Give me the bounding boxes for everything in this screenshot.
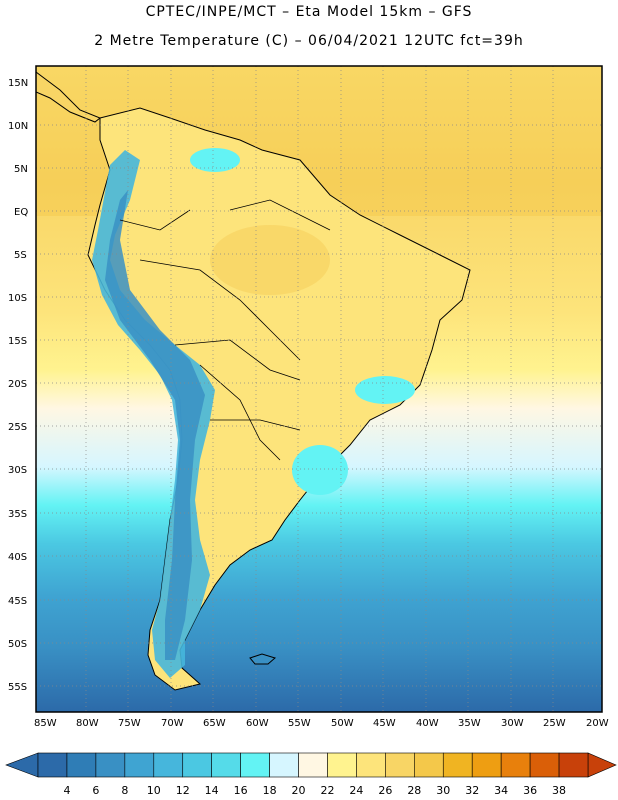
colorbar-swatch [37, 752, 68, 778]
colorbar-swatch [414, 752, 444, 778]
colorbar-swatch [240, 752, 270, 778]
lon-label: 40W [416, 718, 439, 729]
colorbar: 4 6 8 10 12 14 16 18 20 22 24 26 28 30 32 34 36 38 [5, 752, 617, 797]
colorbar-swatch [269, 752, 299, 778]
se-brazil-cool-patch [355, 376, 415, 404]
colorbar-label: 4 [63, 784, 70, 797]
lat-label: 55S [8, 682, 27, 693]
guiana-cool-patch [190, 148, 240, 172]
lon-label: 30W [501, 718, 524, 729]
lon-label: 70W [161, 718, 184, 729]
colorbar-swatch [529, 752, 560, 778]
map-title: CPTEC/INPE/MCT – Eta Model 15km – GFS [145, 4, 473, 20]
lat-label: 25S [8, 422, 27, 433]
colorbar-label: 32 [465, 784, 479, 797]
lat-label: 5N [14, 164, 28, 175]
colorbar-label: 14 [205, 784, 219, 797]
colorbar-swatch [95, 752, 126, 778]
colorbar-swatch [356, 752, 386, 778]
colorbar-swatch [327, 752, 357, 778]
lat-label: 15N [8, 78, 28, 89]
lat-label: 10S [8, 293, 27, 304]
colorbar-swatch [471, 752, 502, 778]
south-brazil-cool-patch [292, 445, 348, 495]
lon-label: 50W [331, 718, 354, 729]
colorbar-swatch [442, 752, 473, 778]
colorbar-swatch [211, 752, 241, 778]
andes-core [105, 190, 205, 660]
amazon-warm-patch [210, 225, 330, 295]
colorbar-arrow-high [587, 752, 617, 778]
lat-label: 10N [8, 121, 28, 132]
colorbar-label: 34 [494, 784, 508, 797]
colorbar-label: 10 [147, 784, 161, 797]
lon-label: 80W [76, 718, 99, 729]
colorbar-arrow-low [5, 752, 39, 778]
colorbar-label: 30 [436, 784, 450, 797]
falkland-islands [249, 653, 277, 665]
colorbar-swatch [153, 752, 184, 778]
colorbar-swatch [385, 752, 415, 778]
lon-label: 75W [118, 718, 141, 729]
lat-label: 5S [14, 250, 27, 261]
lat-label: 35S [8, 509, 27, 520]
colorbar-swatch [558, 752, 589, 778]
colorbar-label: 36 [523, 784, 537, 797]
lon-label: 45W [373, 718, 396, 729]
lat-label: 45S [8, 596, 27, 607]
colorbar-label: 6 [92, 784, 99, 797]
colorbar-label: 24 [349, 784, 363, 797]
colorbar-label: 8 [121, 784, 128, 797]
colorbar-label: 38 [552, 784, 566, 797]
colorbar-swatch [298, 752, 328, 778]
lon-label: 35W [458, 718, 481, 729]
colorbar-label: 22 [320, 784, 334, 797]
central-america [36, 71, 101, 123]
colorbar-swatch [500, 752, 531, 778]
lat-label: 40S [8, 552, 27, 563]
colorbar-swatch [124, 752, 155, 778]
lon-label: 20W [586, 718, 609, 729]
map-frame [35, 65, 603, 713]
colorbar-swatch [66, 752, 97, 778]
colorbar-label: 26 [378, 784, 392, 797]
lat-label: 20S [8, 379, 27, 390]
lon-label: 55W [288, 718, 311, 729]
colorbar-label: 16 [234, 784, 248, 797]
lon-label: 65W [203, 718, 226, 729]
lat-label: 15S [8, 336, 27, 347]
lat-label: EQ [14, 207, 28, 218]
colorbar-label: 20 [292, 784, 306, 797]
lat-label: 30S [8, 465, 27, 476]
colorbar-label: 12 [176, 784, 190, 797]
colorbar-swatch [182, 752, 212, 778]
lon-label: 60W [246, 718, 269, 729]
colorbar-label: 28 [407, 784, 421, 797]
lon-label: 25W [543, 718, 566, 729]
colorbar-label: 18 [263, 784, 277, 797]
lat-label: 50S [8, 639, 27, 650]
map-subtitle: 2 Metre Temperature (C) – 06/04/2021 12U… [94, 33, 524, 49]
lon-label: 85W [34, 718, 57, 729]
